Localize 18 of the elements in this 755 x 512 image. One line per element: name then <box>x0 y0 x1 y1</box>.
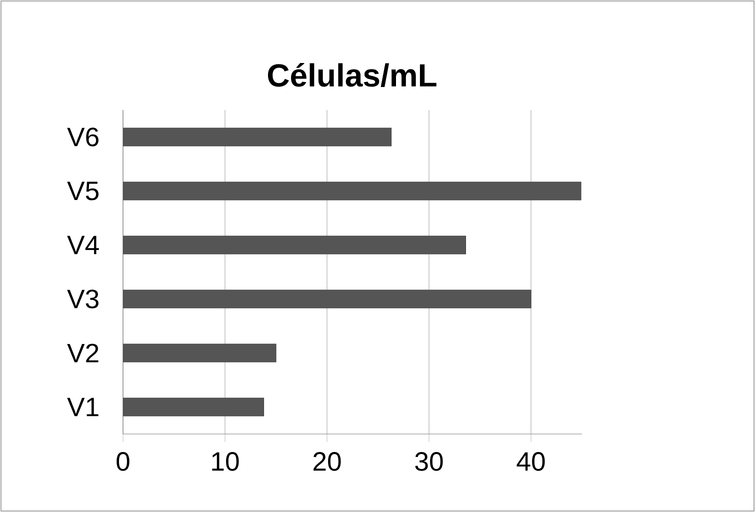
x-tick-label: 40 <box>516 452 545 471</box>
chart-title: Células/mL <box>268 62 436 88</box>
y-tick-label: V5 <box>67 182 99 200</box>
x-tick-label: 0 <box>116 452 130 471</box>
y-tick-label: V3 <box>67 290 98 308</box>
y-tick-label: V2 <box>67 344 98 362</box>
y-tick-label: V6 <box>67 128 98 146</box>
x-tick-label: 20 <box>314 452 341 471</box>
bar <box>123 398 264 416</box>
bar <box>123 344 276 362</box>
bar <box>123 128 392 146</box>
bar <box>123 236 466 254</box>
bar <box>123 290 532 308</box>
y-tick-label: V4 <box>67 236 99 254</box>
bar <box>123 182 582 200</box>
x-tick-label: 30 <box>415 452 443 471</box>
y-tick-label: V1 <box>67 398 98 416</box>
x-tick-label: 10 <box>212 452 239 471</box>
